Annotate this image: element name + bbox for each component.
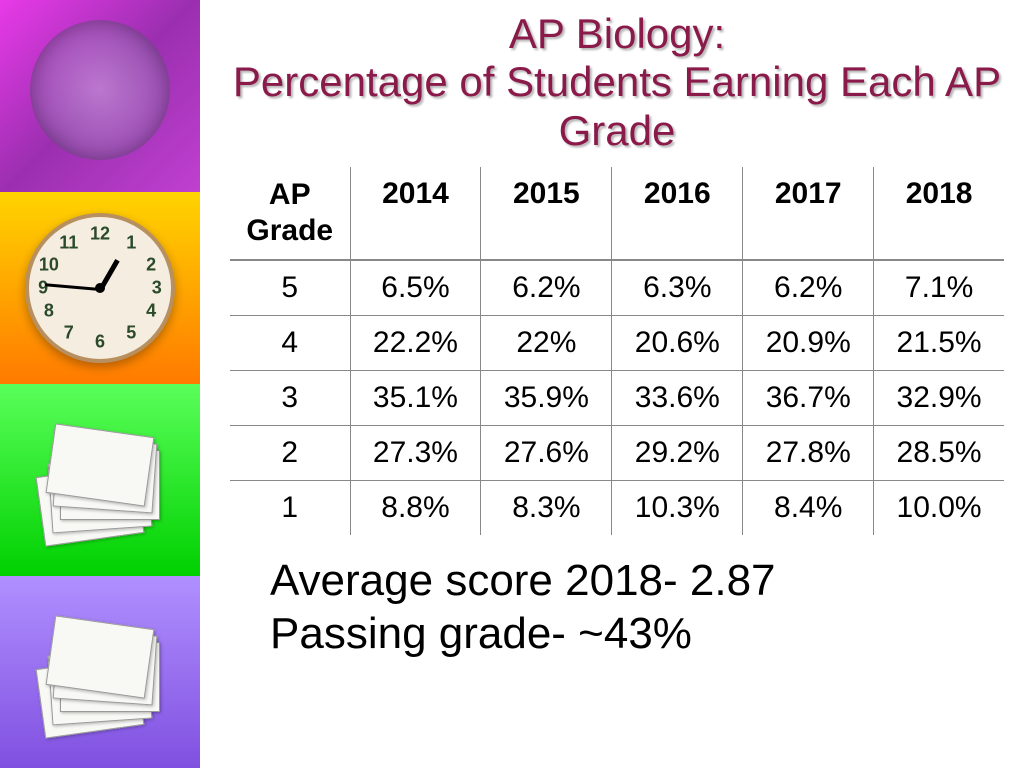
sidebar-tile-purple-papers: [0, 576, 200, 768]
cell-grade: 5: [230, 260, 350, 316]
table-row: 5 6.5% 6.2% 6.3% 6.2% 7.1%: [230, 260, 1004, 316]
cell-value: 8.8%: [350, 480, 481, 535]
col-header-2014: 2014: [350, 167, 481, 260]
cell-value: 35.9%: [481, 370, 612, 425]
cell-grade: 2: [230, 425, 350, 480]
cell-value: 6.2%: [481, 260, 612, 316]
slide-content: AP Biology: Percentage of Students Earni…: [200, 0, 1024, 768]
cell-value: 27.6%: [481, 425, 612, 480]
cell-value: 33.6%: [612, 370, 743, 425]
col-header-2016: 2016: [612, 167, 743, 260]
title-line-1: AP Biology:: [509, 10, 725, 57]
cell-value: 6.5%: [350, 260, 481, 316]
col-header-2018: 2018: [874, 167, 1004, 260]
cell-value: 28.5%: [874, 425, 1004, 480]
decorative-sidebar: 121 23 45 67 89 1011: [0, 0, 200, 768]
col-header-2017: 2017: [743, 167, 874, 260]
title-line-2: Percentage of Students Earning Each AP G…: [233, 58, 1001, 153]
cell-grade: 4: [230, 315, 350, 370]
average-score-line: Average score 2018- 2.87: [270, 555, 1004, 608]
cell-value: 7.1%: [874, 260, 1004, 316]
table-body: 5 6.5% 6.2% 6.3% 6.2% 7.1% 4 22.2% 22% 2…: [230, 260, 1004, 535]
cell-value: 36.7%: [743, 370, 874, 425]
cell-value: 20.6%: [612, 315, 743, 370]
slide-title: AP Biology: Percentage of Students Earni…: [230, 10, 1004, 155]
passing-grade-line: Passing grade- ~43%: [270, 608, 1004, 661]
table-row: 4 22.2% 22% 20.6% 20.9% 21.5%: [230, 315, 1004, 370]
cell-value: 22.2%: [350, 315, 481, 370]
cell-value: 35.1%: [350, 370, 481, 425]
cell-value: 29.2%: [612, 425, 743, 480]
cell-value: 20.9%: [743, 315, 874, 370]
table-row: 2 27.3% 27.6% 29.2% 27.8% 28.5%: [230, 425, 1004, 480]
cell-value: 8.4%: [743, 480, 874, 535]
cell-grade: 1: [230, 480, 350, 535]
sidebar-tile-green-papers: [0, 384, 200, 576]
paper-stack-icon: [30, 420, 170, 540]
paper-stack-icon: [30, 612, 170, 732]
cell-value: 8.3%: [481, 480, 612, 535]
table-row: 3 35.1% 35.9% 33.6% 36.7% 32.9%: [230, 370, 1004, 425]
sidebar-tile-yellow-clock: 121 23 45 67 89 1011: [0, 192, 200, 384]
summary-text: Average score 2018- 2.87 Passing grade- …: [230, 555, 1004, 661]
cell-grade: 3: [230, 370, 350, 425]
cell-value: 27.8%: [743, 425, 874, 480]
clock-icon: 121 23 45 67 89 1011: [25, 213, 175, 363]
cell-value: 22%: [481, 315, 612, 370]
cell-value: 6.3%: [612, 260, 743, 316]
cell-value: 10.0%: [874, 480, 1004, 535]
cell-value: 10.3%: [612, 480, 743, 535]
cell-value: 6.2%: [743, 260, 874, 316]
cell-value: 27.3%: [350, 425, 481, 480]
cell-value: 32.9%: [874, 370, 1004, 425]
grades-table: APGrade 2014 2015 2016 2017 2018 5 6.5% …: [230, 167, 1004, 535]
col-header-grade: APGrade: [230, 167, 350, 260]
col-header-2015: 2015: [481, 167, 612, 260]
table-header-row: APGrade 2014 2015 2016 2017 2018: [230, 167, 1004, 260]
sidebar-tile-purple-clock: [0, 0, 200, 192]
cell-value: 21.5%: [874, 315, 1004, 370]
table-row: 1 8.8% 8.3% 10.3% 8.4% 10.0%: [230, 480, 1004, 535]
